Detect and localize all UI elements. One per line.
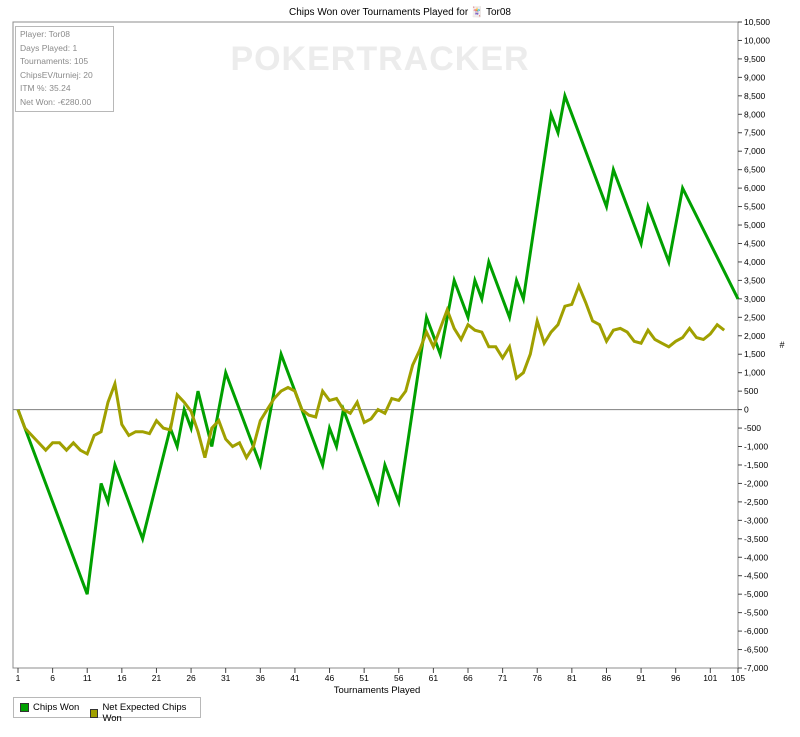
y-tick-label: -3,500 — [744, 534, 768, 544]
y-tick-label: -2,000 — [744, 478, 768, 488]
y-tick-label: 6,000 — [744, 183, 766, 193]
x-tick-label: 61 — [429, 673, 439, 683]
y-axis-label: # — [779, 340, 784, 350]
y-tick-label: -1,000 — [744, 442, 768, 452]
y-tick-label: 2,000 — [744, 331, 766, 341]
stat-player: Player: Tor08 — [20, 29, 70, 39]
y-tick-label: 10,000 — [744, 35, 770, 45]
stat-tournaments: Tournaments: 105 — [20, 56, 89, 67]
y-tick-label: -5,500 — [744, 608, 768, 618]
x-tick-label: 11 — [83, 673, 92, 683]
x-axis-label: Tournaments Played — [334, 685, 421, 696]
x-tick-label: 16 — [117, 673, 127, 683]
x-tick-label: 51 — [359, 673, 369, 683]
y-tick-label: -6,500 — [744, 645, 768, 655]
legend-item-net-expected: Net Expected Chips Won — [90, 702, 200, 724]
x-tick-label: 1 — [16, 673, 21, 683]
y-tick-label: -4,000 — [744, 552, 768, 562]
x-tick-label: 41 — [290, 673, 300, 683]
y-tick-label: 8,500 — [744, 91, 766, 101]
y-tick-label: 3,500 — [744, 275, 766, 285]
x-tick-label: 31 — [221, 673, 231, 683]
x-tick-label: 56 — [394, 673, 404, 683]
x-tick-label: 91 — [636, 673, 646, 683]
stat-days-played: Days Played: 1 — [20, 42, 78, 53]
legend: Chips Won Net Expected Chips Won — [13, 697, 201, 724]
y-tick-label: 3,000 — [744, 294, 766, 304]
legend-label-net-expected: Net Expected Chips Won — [102, 702, 187, 724]
y-tick-label: 9,500 — [744, 54, 766, 64]
chart-title: Chips Won over Tournaments Played for 🃏 … — [289, 5, 511, 18]
y-tick-label: 7,000 — [744, 146, 766, 156]
x-tick-label: 86 — [602, 673, 612, 683]
y-tick-label: -1,500 — [744, 460, 768, 470]
legend-swatch-chips-won — [20, 703, 29, 712]
y-tick-label: 4,500 — [744, 238, 766, 248]
y-tick-label: -6,000 — [744, 626, 768, 636]
x-tick-label: 21 — [152, 673, 162, 683]
y-tick-label: 7,500 — [744, 128, 766, 138]
x-tick-label: 101 — [703, 673, 717, 683]
legend-label-chips-won: Chips Won — [33, 702, 80, 713]
x-tick-label: 26 — [186, 673, 196, 683]
plot-area — [12, 21, 739, 669]
y-tick-label: 8,000 — [744, 109, 766, 119]
y-tick-label: 6,500 — [744, 165, 766, 175]
y-tick-label: -4,500 — [744, 571, 768, 581]
x-tick-label: 66 — [463, 673, 473, 683]
series-line-chips-won — [16, 90, 740, 595]
x-tick-label: 36 — [256, 673, 266, 683]
y-tick-label: -5,000 — [744, 589, 768, 599]
y-tick-label: 500 — [744, 386, 758, 396]
y-tick-label: -2,500 — [744, 497, 768, 507]
y-tick-label: -3,000 — [744, 515, 768, 525]
x-tick-label: 46 — [325, 673, 335, 683]
legend-item-chips-won: Chips Won — [20, 702, 79, 713]
stat-net-won: Net Won: -€280.00 — [20, 96, 92, 107]
x-tick-label: 76 — [532, 673, 542, 683]
x-tick-label: 96 — [671, 673, 681, 683]
y-tick-label: 10,500 — [744, 17, 770, 27]
y-tick-label: 5,000 — [744, 220, 766, 230]
x-tick-label: 81 — [567, 673, 577, 683]
series-layer — [16, 90, 740, 595]
y-tick-label: 0 — [744, 405, 749, 415]
y-tick-label: 1,500 — [744, 349, 766, 359]
stats-box: Player: Tor08 Days Played: 1 Tournaments… — [15, 26, 114, 112]
stat-chips-ev: ChipsEV/turniej: 20 — [20, 69, 93, 80]
x-tick-label: 71 — [498, 673, 508, 683]
y-tick-label: 4,000 — [744, 257, 766, 267]
watermark: POKERTRACKER — [230, 40, 529, 78]
y-tick-label: 5,500 — [744, 202, 766, 212]
x-tick-label: 6 — [50, 673, 55, 683]
series-line-net-expected-chips-won — [16, 281, 726, 461]
y-tick-label: 1,000 — [744, 368, 766, 378]
y-tick-label: -500 — [744, 423, 761, 433]
stat-itm: ITM %: 35.24 — [20, 83, 71, 94]
axes: -7,000 -6,500 -6,000 -5,500 -5,000 -4,500 -4,0… — [13, 17, 770, 683]
y-tick-label: 2,500 — [744, 312, 766, 322]
y-tick-label: 9,000 — [744, 72, 766, 82]
y-tick-label: -7,000 — [744, 663, 768, 673]
x-tick-label: 105 — [731, 673, 745, 683]
legend-swatch-net-expected — [90, 708, 99, 718]
